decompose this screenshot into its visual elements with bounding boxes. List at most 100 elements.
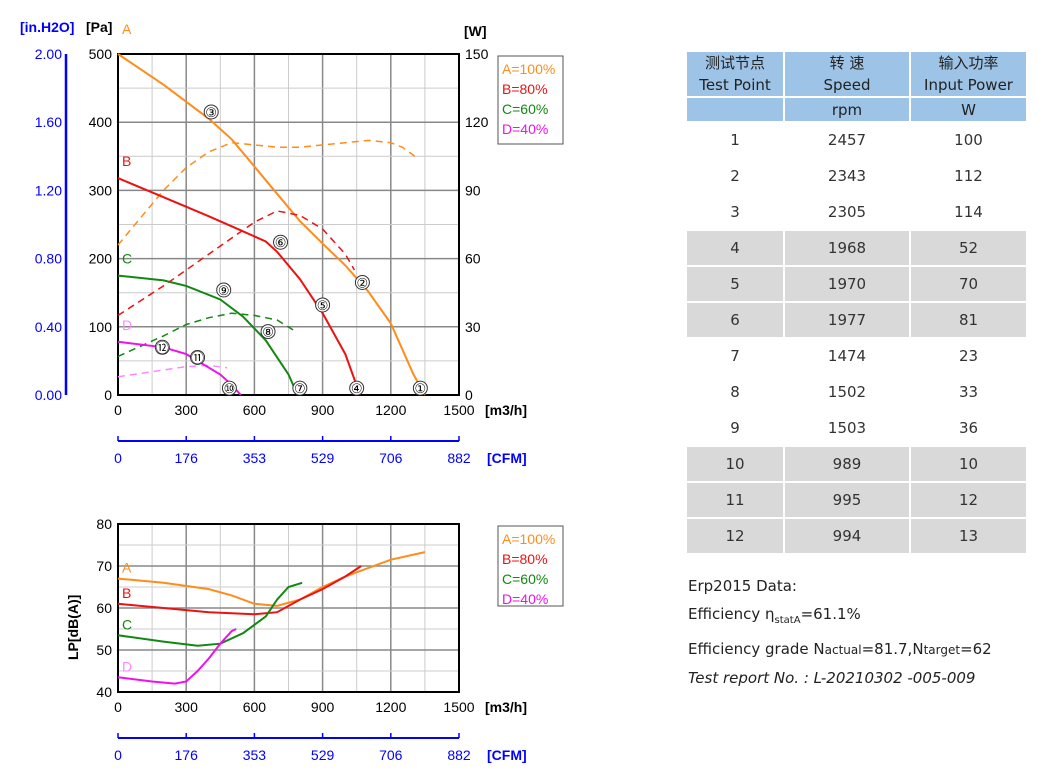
curve-label: A	[122, 21, 132, 37]
noise-curve	[117, 581, 303, 647]
table-cell: 81	[910, 302, 1028, 339]
table-cell: 33	[910, 374, 1028, 411]
x-tick-label: 600	[243, 402, 267, 418]
power-tick-label: 60	[465, 251, 481, 267]
plot-frame	[117, 53, 460, 396]
table-cell: 1968	[784, 230, 911, 267]
cfm-axis-label: [CFM]	[487, 747, 527, 763]
x-axis-label: [m3/h]	[485, 699, 527, 715]
cfm-tick-label: 0	[114, 747, 122, 763]
power-curve	[117, 312, 296, 358]
table-row: 12 994 13	[687, 518, 1028, 555]
test-point-label: ⑧	[262, 325, 274, 340]
test-point-label: ⑫	[156, 340, 169, 355]
header-cell: 测试节点 Test Point	[687, 52, 785, 98]
y-axis-label: LP[dB(A)]	[65, 595, 81, 660]
pressure-curve	[117, 274, 299, 396]
table-cell: 112	[910, 158, 1028, 195]
cfm-tick-label: 0	[114, 450, 122, 466]
table-cell: 23	[910, 338, 1028, 375]
table-cell: 100	[910, 122, 1028, 159]
curve-label: C	[122, 616, 132, 632]
noise-curve	[117, 628, 237, 685]
y-tick-label: 60	[96, 600, 112, 616]
y-tick-label: 0	[104, 387, 112, 403]
table-row: 7 1474 23	[687, 338, 1028, 375]
cfm-tick-label: 176	[175, 747, 199, 763]
y-tick-label: 80	[96, 516, 112, 532]
test-report-number: Test report No. : L-20210302 -005-009	[688, 669, 976, 687]
inh2o-tick-label: 1.20	[35, 182, 62, 198]
table-cell: 8	[687, 374, 785, 411]
inh2o-tick-label: 1.60	[35, 114, 62, 130]
test-point-marker	[315, 297, 331, 313]
power-tick-label: 90	[465, 182, 481, 198]
table-cell: 52	[910, 230, 1028, 267]
table-row: 9 1503 36	[687, 410, 1028, 447]
inh2o-tick-label: 0.00	[35, 387, 62, 403]
table-cell: 70	[910, 266, 1028, 303]
test-point-marker	[260, 324, 276, 340]
test-point-label: ⑤	[317, 298, 329, 313]
table-cell: 13	[910, 518, 1028, 555]
x-tick-label: 900	[311, 402, 335, 418]
power-tick-label: 150	[465, 46, 489, 62]
legend	[497, 55, 564, 145]
legend-entry: D=40%	[502, 591, 548, 607]
cfm-tick-label: 706	[379, 747, 403, 763]
unit-cell: W	[910, 97, 1028, 123]
test-point-marker	[412, 380, 428, 396]
table-cell: 3	[687, 194, 785, 231]
erp-data: Erp2015 Data: Efficiency ηstatA=61.1% Ef…	[688, 572, 992, 692]
cfm-tick-label: 353	[243, 747, 267, 763]
table-row: 6 1977 81	[687, 302, 1028, 339]
table-cell: 114	[910, 194, 1028, 231]
test-point-marker	[154, 339, 170, 355]
legend-entry: B=80%	[502, 551, 548, 567]
header-cell: 输入功率 Input Power	[910, 52, 1028, 98]
y-tick-label: 300	[89, 182, 113, 198]
x-tick-label: 300	[175, 699, 199, 715]
table-row: 8 1502 33	[687, 374, 1028, 411]
header-cell: 转 速 Speed	[784, 52, 911, 98]
test-point-label: ⑥	[275, 235, 287, 250]
table-cell: 2457	[784, 122, 911, 159]
table-row: 11 995 12	[687, 482, 1028, 519]
test-point-marker	[349, 380, 365, 396]
x-tick-label: 0	[114, 402, 122, 418]
table-cell: 1970	[784, 266, 911, 303]
y-tick-label: 40	[96, 684, 112, 700]
test-point-label: ⑪	[191, 350, 204, 365]
test-point-label: ②	[357, 275, 369, 290]
legend-entry: D=40%	[502, 121, 548, 137]
inh2o-tick-label: 0.40	[35, 319, 62, 335]
table-cell: 2343	[784, 158, 911, 195]
test-point-marker	[292, 380, 308, 396]
power-tick-label: 0	[465, 387, 473, 403]
y-tick-label: 50	[96, 642, 112, 658]
cfm-tick-label: 882	[447, 450, 471, 466]
cfm-tick-label: 529	[311, 450, 335, 466]
table-row: 5 1970 70	[687, 266, 1028, 303]
legend-entry: B=80%	[502, 81, 548, 97]
table-cell: 12	[910, 482, 1028, 519]
table-row: 10 989 10	[687, 446, 1028, 483]
power-curve	[117, 364, 228, 378]
table-cell: 6	[687, 302, 785, 339]
test-point-label: ⑩	[224, 381, 236, 396]
legend-entry: C=60%	[502, 571, 548, 587]
table-row: 3 2305 114	[687, 194, 1028, 231]
curve-label: C	[122, 251, 132, 267]
cfm-tick-label: 882	[447, 747, 471, 763]
table-cell: 1474	[784, 338, 911, 375]
table-row: 4 1968 52	[687, 230, 1028, 267]
x-tick-label: 1500	[443, 699, 474, 715]
table-cell: 9	[687, 410, 785, 447]
pa-axis-label: [Pa]	[86, 19, 112, 35]
test-point-marker	[221, 380, 237, 396]
power-tick-label: 30	[465, 319, 481, 335]
noise-curve	[117, 565, 362, 616]
efficiency-grade: Efficiency grade Nactual=81.7,Ntarget=62	[688, 640, 992, 658]
plot-frame	[117, 523, 460, 693]
